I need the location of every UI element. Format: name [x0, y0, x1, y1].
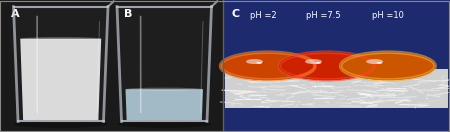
Text: pH =2: pH =2 [250, 11, 277, 20]
Circle shape [220, 52, 315, 80]
Circle shape [279, 52, 374, 80]
Circle shape [366, 59, 383, 64]
Text: B: B [124, 9, 132, 19]
Polygon shape [117, 7, 212, 121]
Polygon shape [20, 39, 101, 120]
Circle shape [256, 62, 262, 64]
Circle shape [246, 59, 263, 64]
Circle shape [305, 59, 322, 64]
Circle shape [341, 52, 435, 80]
Text: pH =10: pH =10 [372, 11, 404, 20]
Ellipse shape [14, 120, 108, 128]
Circle shape [315, 62, 321, 64]
Ellipse shape [117, 120, 212, 128]
Ellipse shape [126, 88, 203, 91]
Circle shape [377, 62, 382, 64]
Ellipse shape [235, 73, 301, 76]
Ellipse shape [355, 73, 421, 76]
Text: A: A [11, 9, 20, 19]
Ellipse shape [20, 37, 101, 40]
Text: pH =7.5: pH =7.5 [306, 11, 340, 20]
Bar [0, 0, 223, 132]
Polygon shape [126, 89, 203, 120]
Text: C: C [232, 9, 240, 19]
Polygon shape [14, 7, 108, 121]
Bar [223, 0, 450, 132]
Ellipse shape [293, 73, 360, 76]
Bar [225, 69, 448, 108]
